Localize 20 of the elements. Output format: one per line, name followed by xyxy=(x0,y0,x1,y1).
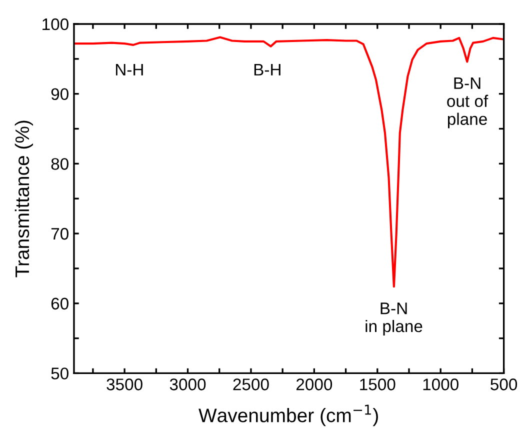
x-tick-label: 2500 xyxy=(233,378,269,390)
x-tick-label: 1000 xyxy=(423,378,458,390)
y-tick-label: 70 xyxy=(51,228,68,240)
y-tick-label: 80 xyxy=(51,158,68,170)
annotation: B-H xyxy=(254,64,280,76)
annotation: B-N out of plane xyxy=(447,77,488,128)
annotation: B-N in plane xyxy=(366,302,422,336)
x-tick-label: 2000 xyxy=(296,378,332,390)
y-tick-label: 100 xyxy=(42,18,68,30)
y-tick-label: 90 xyxy=(51,88,68,100)
y-axis-title: Transmittance (%) xyxy=(14,120,33,278)
x-tick-label: 500 xyxy=(490,378,518,390)
line-series xyxy=(74,36,504,288)
x-tick-label: 3500 xyxy=(106,378,142,390)
x-axis-title: Wavenumber (cm$^{−1}$) xyxy=(198,404,378,426)
x-tick-label: 1500 xyxy=(360,378,396,390)
annotation: N-H xyxy=(116,64,143,76)
x-tick-label: 3000 xyxy=(170,378,206,390)
y-tick-label: 60 xyxy=(51,298,68,310)
y-tick-label: 50 xyxy=(51,368,68,380)
